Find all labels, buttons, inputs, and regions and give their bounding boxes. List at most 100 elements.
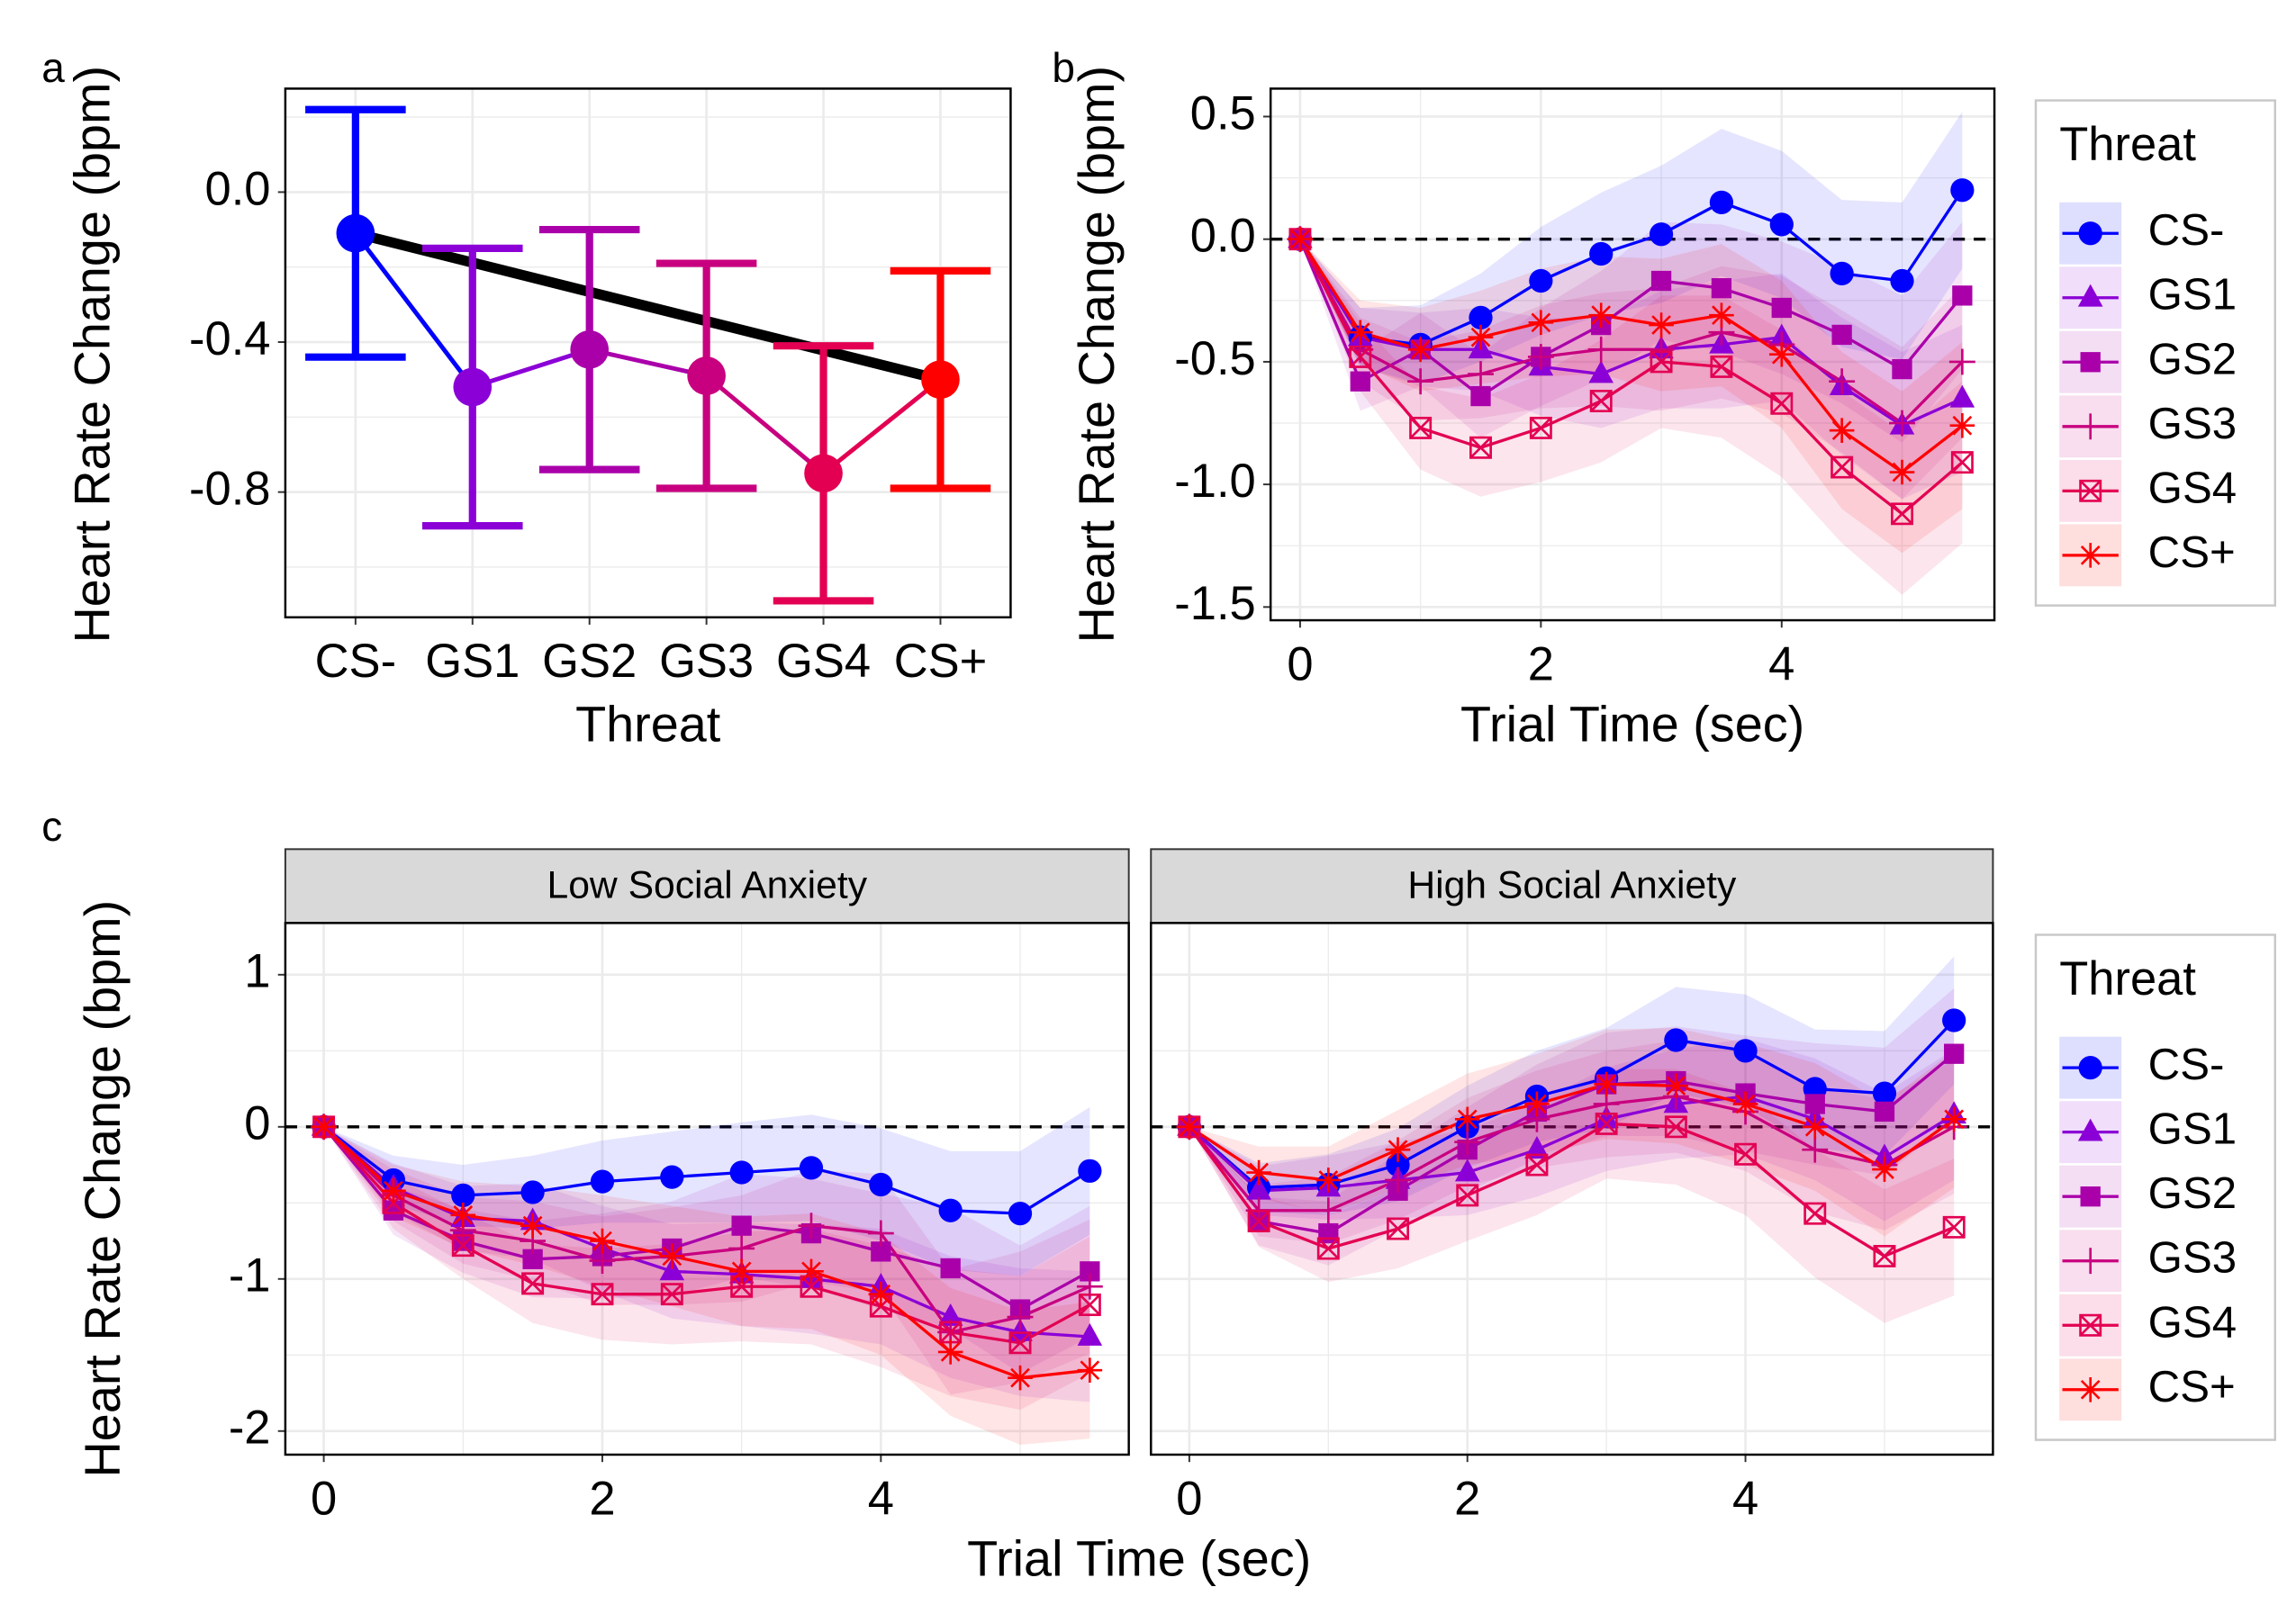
marker [1650,350,1673,374]
marker [1078,1294,1101,1316]
marker [1942,1215,1966,1239]
marker [1944,1043,1965,1064]
marker [939,1321,963,1344]
line [322,1125,1090,1380]
marker [1469,436,1492,459]
marker [2077,1377,2103,1402]
marker [799,1258,824,1285]
marker [1587,336,1614,363]
marker [1769,212,1794,237]
marker [1949,412,1975,438]
connector-line [472,347,591,390]
x-tick-label: CS- [315,635,396,688]
ribbon [323,1126,1090,1411]
x-tick-label: 2 [1454,1472,1480,1525]
marker [1454,1129,1481,1156]
marker [869,1172,893,1197]
marker [1385,1137,1411,1162]
legend-label: GS3 [2148,1233,2237,1283]
y-tick-label: -0.5 [1174,332,1255,385]
ribbon [1189,1068,1955,1323]
y-axis-title: Heart Rate Change (bpm) [65,66,121,644]
marker [1588,360,1614,383]
y-axis-title: Heart Rate Change (bpm) [75,900,131,1478]
connector-line [705,374,826,475]
marker [520,1180,545,1204]
ribbon [1189,1027,1955,1237]
marker [520,1213,546,1239]
marker [1803,1202,1827,1225]
strip [284,848,1130,924]
legend-label: CS+ [2148,527,2236,577]
marker [1469,305,1493,330]
marker [730,1275,754,1298]
y-tick-label: 0 [244,1097,270,1150]
marker [1407,337,1433,363]
marker [1831,324,1852,346]
marker [1649,312,1674,338]
marker [1350,371,1370,392]
marker [2080,1186,2101,1207]
line [1188,1052,1956,1235]
marker [1315,1197,1342,1224]
y-tick-label: -1 [229,1249,271,1303]
marker [1008,1365,1033,1391]
x-axis-title: Trial Time (sec) [967,1530,1311,1586]
marker [1872,1081,1897,1105]
line [322,1125,1091,1312]
connector-line [822,377,943,475]
y-tick-label: -2 [229,1402,271,1455]
marker [1407,368,1434,395]
marker [1649,222,1674,247]
marker [1734,1142,1758,1166]
legend-box [2034,933,2276,1441]
marker [451,1183,475,1207]
line [1188,1095,1956,1193]
point [453,367,493,407]
ribbon [1299,239,1963,500]
marker [1952,285,1973,306]
y-tick-label: -1.5 [1174,577,1255,630]
marker [2078,221,2102,246]
marker [1949,384,1975,408]
marker [940,1258,961,1279]
marker [1709,302,1734,328]
marker [1771,297,1792,319]
marker [728,1235,755,1262]
marker [1732,1091,1758,1117]
ribbon [1299,221,1963,443]
marker [590,1228,615,1254]
panel-border [284,922,1130,1456]
marker [1595,1112,1618,1135]
marker [1246,1159,1271,1186]
marker [2079,479,2102,502]
marker [1802,1136,1829,1163]
marker [1468,324,1494,350]
marker [1663,1073,1689,1098]
point [921,360,960,400]
point [804,454,843,493]
x-tick-label: 4 [1732,1472,1758,1525]
marker [1454,1106,1480,1132]
marker [1830,261,1854,285]
marker [1454,1159,1480,1182]
marker [1288,226,1313,252]
connector-line [353,231,475,389]
marker [2077,543,2103,568]
marker [2077,1118,2103,1141]
marker [311,1114,337,1140]
marker [660,1283,683,1306]
marker [1246,1177,1271,1200]
marker [1948,348,1975,375]
ribbon [1299,112,1963,384]
marker [1872,1157,1897,1182]
marker [1711,278,1732,299]
marker [522,1249,543,1269]
panel-label: c [41,803,62,850]
connector-line [589,347,708,378]
ribbon [1189,1040,1955,1244]
marker [1942,1008,1966,1032]
ribbon [323,1126,1090,1445]
